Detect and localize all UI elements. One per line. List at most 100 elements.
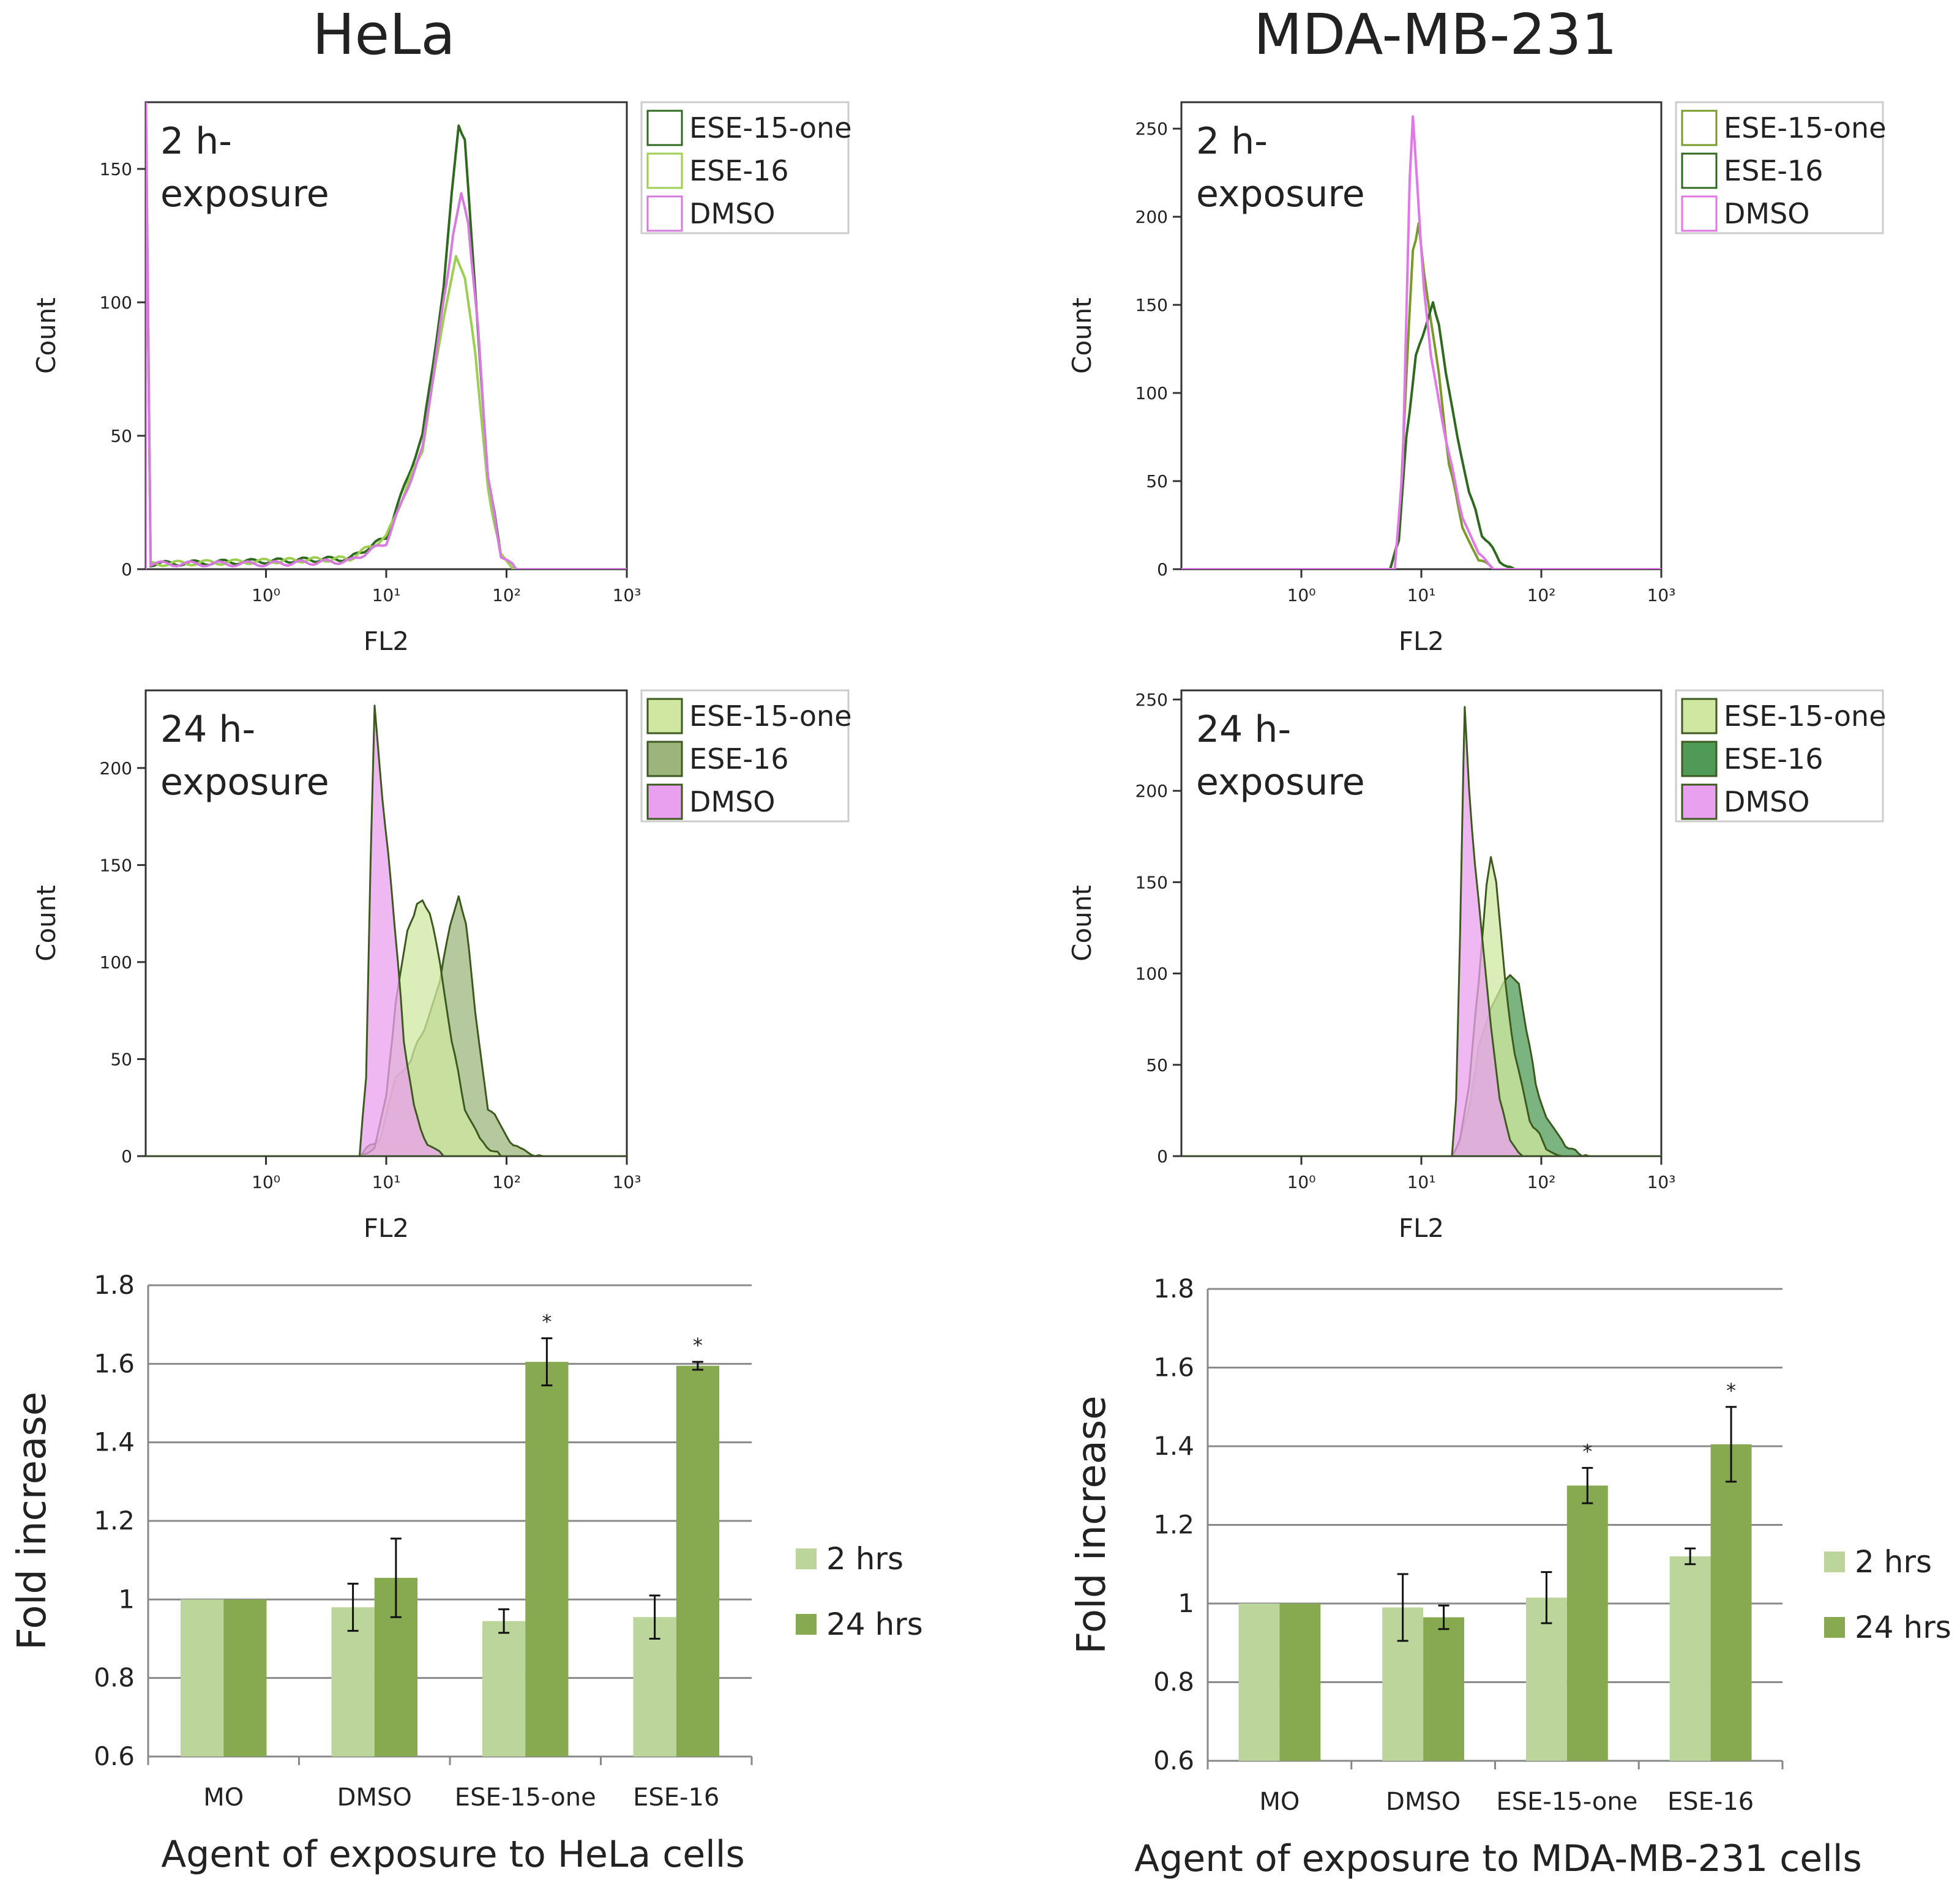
hist3-ytick-label: 0	[1157, 1146, 1168, 1167]
hist1-legend: ESE-15-one ESE-16 DMSO	[1675, 101, 1887, 234]
bar1-bar-mo-2h	[1238, 1604, 1280, 1761]
hist1-ylabel: Count	[1067, 297, 1097, 374]
hist3-ylabel: Count	[1067, 885, 1097, 962]
hist0-series-dmso	[146, 102, 627, 569]
bar0-group: 0.6 0.8 1 1.2 1.4 1.6 1.8 MO DMSO * ESE-15-one * ESE…	[10, 1270, 923, 1876]
hist3-xtick-label: 10⁰	[1287, 1172, 1316, 1192]
hist3-legend-swatch	[1681, 741, 1718, 777]
bar0-bar-ese-16-2h	[633, 1617, 676, 1757]
bar1-xlabel: Agent of exposure to MDA-MB-231 cells	[1134, 1837, 1862, 1880]
hist1-xlabel: FL2	[1399, 626, 1444, 656]
hist1-ytick-label: 50	[1146, 471, 1168, 491]
bar0-bar-ese-16-24h	[676, 1365, 720, 1757]
bar1-legend: 2 hrs 24 hrs	[1824, 1544, 1951, 1645]
hist0-legend-swatch	[646, 152, 683, 189]
hist1-legend-swatch	[1681, 152, 1718, 189]
hist0-series-ese-15-one	[146, 102, 627, 569]
hist2-legend-label: ESE-15-one	[689, 700, 852, 733]
hist0-group: 0 50 100 150 10⁰ 10¹ 10² 10³ FL2 Count 2 h-exposur…	[31, 101, 852, 656]
bar0-ytick-label: 1.6	[94, 1348, 135, 1378]
hist0-ylabel: Count	[31, 297, 61, 374]
hist3-xtick-label: 10²	[1527, 1172, 1556, 1192]
hist0-legend-label: ESE-16	[689, 154, 788, 187]
hist2-legend-label: DMSO	[689, 785, 776, 818]
bar0-category-label: MO	[203, 1783, 244, 1812]
bar0-bar-mo-2h	[180, 1599, 224, 1757]
hist3-ytick-label: 100	[1135, 964, 1168, 984]
bar0-ytick-label: 0.8	[94, 1663, 135, 1693]
hist0-ytick-label: 100	[100, 293, 132, 313]
bar0-legend-label: 24 hrs	[826, 1607, 923, 1642]
hist2-ytick-label: 100	[100, 952, 132, 973]
hist1-legend-label: DMSO	[1724, 197, 1810, 230]
bar1-category-label: ESE-15-one	[1496, 1788, 1637, 1816]
hist3-xtick-label: 10³	[1647, 1172, 1676, 1192]
bar1-bar-mo-24h	[1279, 1604, 1321, 1761]
bar1-ytick-label: 1.2	[1153, 1510, 1194, 1540]
hist0-legend-label: ESE-15-one	[689, 111, 852, 144]
bar0-ytick-label: 1.8	[94, 1270, 135, 1300]
hist1-xtick-label: 10¹	[1407, 585, 1436, 605]
hist1-legend-label: ESE-16	[1724, 154, 1823, 187]
hist2-legend-swatch	[646, 698, 683, 734]
hist2-ytick-label: 150	[100, 855, 132, 875]
bar0-legend-swatch	[796, 1614, 817, 1635]
hist3-xlabel: FL2	[1399, 1213, 1444, 1243]
bar1-bar-ese-16-24h	[1710, 1444, 1752, 1761]
hist1-xtick-label: 10²	[1527, 585, 1556, 605]
hist3-ytick-label: 250	[1135, 690, 1168, 710]
bar0-ytick-label: 1.4	[94, 1427, 135, 1457]
hist1-ytick-label: 100	[1135, 383, 1168, 403]
hist1-series-dmso	[1181, 115, 1661, 569]
hist1-ytick-label: 250	[1135, 119, 1168, 139]
hist0-xlabel: FL2	[364, 626, 409, 656]
bar0-bar-mo-24h	[223, 1599, 267, 1757]
hist2-series-dmso	[146, 704, 627, 1156]
bar1-ytick-label: 0.8	[1153, 1667, 1194, 1697]
hist3-exposure-line2: exposure	[1196, 761, 1365, 804]
hist0-xtick-label: 10²	[492, 585, 521, 605]
hist0-series-group	[146, 102, 627, 569]
hist0-legend-swatch	[646, 110, 683, 146]
bar0-significance-mark: *	[693, 1334, 703, 1357]
bar0-legend: 2 hrs 24 hrs	[796, 1541, 923, 1642]
hist2-xtick-label: 10⁰	[252, 1172, 280, 1192]
bar1-legend-label: 2 hrs	[1855, 1544, 1932, 1580]
hist1-legend-swatch	[1681, 195, 1718, 232]
hist3-legend-label: ESE-15-one	[1724, 700, 1887, 733]
hist0-xtick-label: 10⁰	[252, 585, 280, 605]
bar0-bar-dmso-2h	[331, 1607, 375, 1757]
hist2-ytick-label: 0	[121, 1146, 132, 1167]
hist2-exposure-line2: exposure	[160, 761, 329, 804]
bar1-bar-ese-16-2h	[1669, 1556, 1711, 1761]
bar1-ytick-label: 1	[1178, 1588, 1194, 1618]
bar1-ytick-label: 0.6	[1153, 1746, 1194, 1776]
bar1-category-label: DMSO	[1386, 1788, 1461, 1816]
hist3-legend: ESE-15-one ESE-16 DMSO	[1675, 689, 1887, 823]
hist3-legend-swatch	[1681, 783, 1718, 820]
hist1-exposure-line1: 2 h-	[1196, 120, 1268, 163]
hist3-series-ese-16	[1181, 974, 1661, 1156]
bar1-bar-ese-15-one-2h	[1525, 1597, 1567, 1761]
bar1-legend-swatch	[1824, 1552, 1845, 1572]
bar1-ylabel: Fold increase	[1069, 1395, 1115, 1654]
bar1-category-label: ESE-16	[1667, 1788, 1754, 1816]
hist3-exposure-line1: 24 h-	[1196, 708, 1291, 751]
panel-title-hela: HeLa	[312, 2, 455, 67]
hist3-ytick-label: 150	[1135, 872, 1168, 892]
hist1-ytick-label: 0	[1157, 559, 1168, 580]
hist0-legend-swatch	[646, 195, 683, 232]
hist1-ytick-label: 200	[1135, 207, 1168, 227]
hist2-legend-swatch	[646, 741, 683, 777]
hist1-xtick-label: 10⁰	[1287, 585, 1316, 605]
hist3-ytick-label: 200	[1135, 781, 1168, 801]
bar0-ytick-label: 1.2	[94, 1506, 135, 1536]
hist0-exposure-line1: 2 h-	[160, 120, 232, 163]
bar1-bar-dmso-24h	[1423, 1617, 1465, 1761]
hist3-group: 0 50 100 150 200 250 10⁰ 10¹ 10² 10³ FL2 Count 24 h-…	[1067, 689, 1887, 1243]
bar0-xlabel: Agent of exposure to HeLa cells	[161, 1833, 744, 1876]
bar0-legend-swatch	[796, 1548, 817, 1569]
hist1-series-ese-16	[1181, 301, 1661, 569]
